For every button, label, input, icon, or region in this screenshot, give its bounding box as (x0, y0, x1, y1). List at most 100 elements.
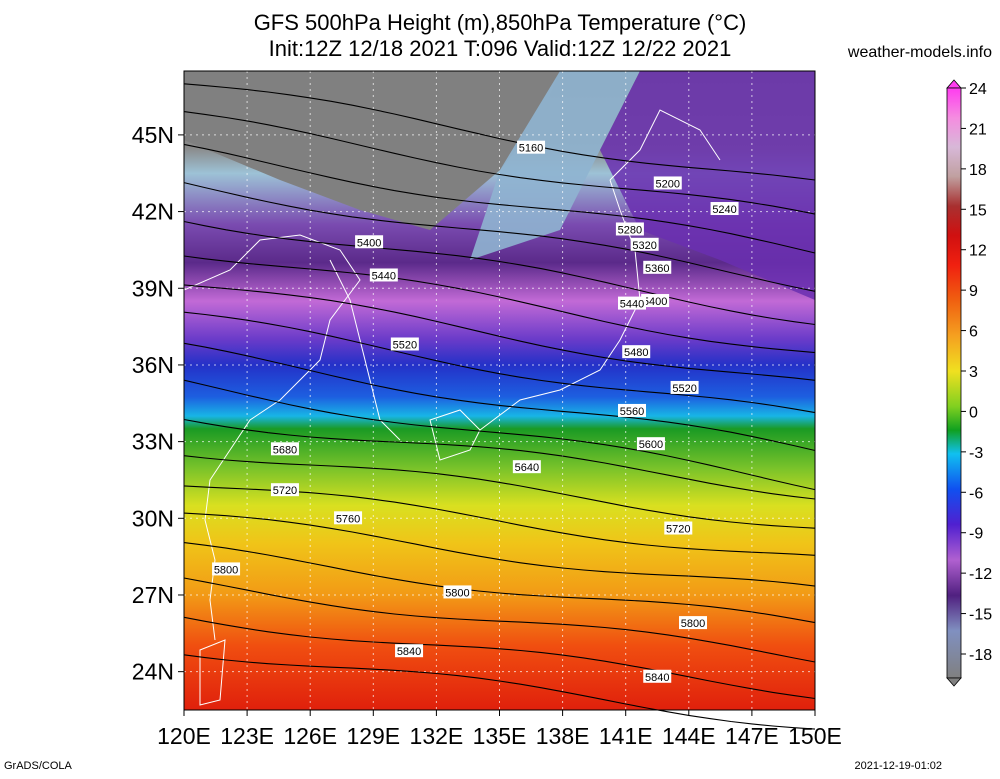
contour-label-bg (517, 140, 546, 154)
contour-label-bg (643, 669, 672, 683)
contour-label-bg (395, 644, 424, 658)
contour-label-bg (710, 202, 739, 216)
lon-tick-label: 126E (283, 723, 337, 749)
height-contour-line (183, 654, 816, 730)
contour-label-bg (618, 403, 647, 417)
contour-label: 5160 (519, 143, 543, 155)
contour-label: 5480 (624, 347, 648, 359)
colorbar-bottom-arrow (946, 677, 962, 687)
contour-label: 5720 (666, 524, 690, 536)
contour-label: 5560 (620, 406, 644, 418)
height-contour-line (183, 220, 816, 326)
coastlines (184, 109, 721, 706)
contour-label: 5400 (357, 237, 381, 249)
height-contour-line (183, 255, 816, 354)
lat-tick-label: 30N (132, 505, 174, 531)
height-contour-line (183, 83, 816, 181)
colorbar-label: 21 (969, 121, 987, 138)
contour-label: 5320 (632, 240, 656, 252)
map-title: GFS 500hPa Height (m),850hPa Temperature… (253, 10, 747, 35)
colorbar-top-arrow (946, 79, 962, 89)
contour-label-bg (334, 511, 363, 525)
height-contour-line (183, 542, 816, 624)
contour-label-bg (622, 345, 651, 359)
contour-label-bg (443, 585, 472, 599)
contour-label: 5720 (273, 485, 297, 497)
contour-label-bg (369, 268, 398, 282)
colorbar-label: 24 (969, 81, 987, 98)
cold-east (600, 71, 815, 300)
lat-tick-label: 27N (132, 582, 174, 608)
cold-region (184, 71, 560, 230)
contour-label: 5440 (620, 299, 644, 311)
colorbar-label: -9 (969, 526, 983, 543)
colorbar-label: 0 (969, 404, 978, 421)
contour-label-bg (636, 437, 665, 451)
lat-tick-label: 36N (132, 352, 174, 378)
height-contour-line (183, 111, 816, 215)
map-subtitle: Init:12Z 12/18 2021 T:096 Valid:12Z 12/2… (268, 36, 732, 61)
lon-tick-label: 120E (157, 723, 211, 749)
height-contour-line (183, 379, 816, 491)
height-contours (183, 83, 816, 730)
contour-label-bg (512, 460, 541, 474)
contour-label: 5640 (515, 462, 539, 474)
height-contour-line (183, 342, 816, 452)
site-credit[interactable]: weather-models.info (847, 44, 992, 61)
lon-tick-label: 144E (662, 723, 716, 749)
contour-label-bg (390, 337, 419, 351)
contour-label: 5360 (645, 263, 669, 275)
lon-tick-label: 138E (536, 723, 590, 749)
colorbar-label: -12 (969, 566, 992, 583)
contour-label-bg (641, 294, 670, 308)
contour-label: 5600 (639, 439, 663, 451)
colorbar-scale (946, 87, 962, 679)
contour-label-bg (630, 237, 659, 251)
contour-label-bg (615, 222, 644, 236)
lon-tick-label: 129E (346, 723, 400, 749)
colorbar-label: 15 (969, 202, 987, 219)
lat-tick-label: 39N (132, 275, 174, 301)
lat-tick-label: 24N (132, 659, 174, 685)
contour-label: 5240 (712, 204, 736, 216)
colorbar-label: -15 (969, 607, 992, 624)
contour-label: 5200 (656, 178, 680, 190)
height-contour-line (183, 311, 816, 414)
contour-label: 5800 (445, 587, 469, 599)
height-contour-line (183, 616, 816, 700)
height-contour-line (183, 512, 816, 587)
lon-tick-label: 135E (473, 723, 527, 749)
height-contour-line (183, 455, 816, 529)
colorbar-label: 18 (969, 162, 987, 179)
height-contour-line (183, 182, 816, 292)
height-contour-line (183, 577, 816, 663)
height-contour-line (183, 418, 816, 500)
height-labels: 5160520052405280532053605400544054805520… (212, 140, 739, 684)
contour-label: 5680 (273, 444, 297, 456)
lat-tick-label: 33N (132, 429, 174, 455)
colorbar-label: -3 (969, 445, 983, 462)
contour-label: 5440 (372, 270, 396, 282)
contour-label: 5800 (681, 618, 705, 630)
generated-timestamp: 2021-12-19-01:02 (854, 760, 942, 772)
contour-label-bg (618, 296, 647, 310)
lon-tick-label: 150E (788, 723, 842, 749)
lon-axis: 120E 123E 126E 129E 132E 135E 138E 141E 144E 147E… (157, 710, 842, 749)
colorbar-label: 3 (969, 364, 978, 381)
contour-label-bg (670, 380, 699, 394)
colorbar-label: -18 (969, 647, 992, 664)
cold-tongue (470, 71, 640, 260)
contour-label: 5800 (214, 564, 238, 576)
lon-tick-label: 123E (220, 723, 274, 749)
height-contour-line (183, 284, 816, 381)
contour-label: 5760 (336, 513, 360, 525)
contour-label-bg (355, 235, 384, 249)
contour-label: 5520 (672, 383, 696, 395)
lat-tick-label: 45N (132, 122, 174, 148)
contour-label-bg (212, 562, 241, 576)
colorbar-label: -6 (969, 485, 983, 502)
colorbar-label: 12 (969, 243, 987, 260)
contour-label-bg (679, 616, 708, 630)
contour-label: 5840 (645, 672, 669, 684)
colorbar-label: 9 (969, 283, 978, 300)
